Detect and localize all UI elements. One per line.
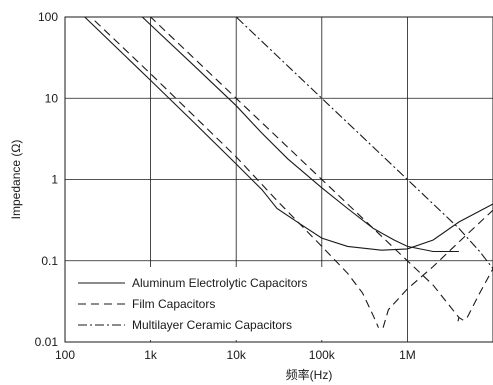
legend-box	[68, 267, 340, 340]
legend-label: Film Capacitors	[132, 297, 215, 311]
y-axis-title: Impedance (Ω)	[9, 140, 23, 220]
series-line	[141, 17, 459, 253]
y-tick-label: 1	[51, 173, 58, 187]
series-line	[149, 17, 493, 321]
x-tick-label: 100	[55, 348, 75, 362]
series-line	[84, 17, 493, 251]
y-tick-label: 0.1	[41, 254, 58, 268]
legend: Aluminum Electrolytic Capacitors Film Cap…	[68, 267, 340, 340]
plot-frame	[64, 16, 493, 343]
series-line	[457, 317, 460, 322]
grid-lines	[65, 17, 493, 342]
x-tick-label: 10k	[227, 348, 247, 362]
legend-label: Multilayer Ceramic Capacitors	[132, 318, 292, 332]
y-tick-label: 100	[38, 10, 58, 24]
y-tick-label: 10	[45, 91, 59, 105]
y-tick-label: 0.01	[35, 335, 59, 349]
series-line	[90, 17, 380, 328]
x-tick-label: 100k	[309, 348, 336, 362]
x-tick-label: 1M	[399, 348, 416, 362]
series-line	[235, 17, 493, 269]
legend-label: Aluminum Electrolytic Capacitors	[132, 276, 307, 290]
series-lines	[84, 17, 493, 328]
tick-labels: 100 1k 10k 100k 1M 0.01 0.1 1 10 100	[35, 10, 416, 362]
x-tick-label: 1k	[144, 348, 158, 362]
x-axis-title: 频率(Hz)	[286, 367, 333, 382]
series-line	[382, 209, 493, 328]
